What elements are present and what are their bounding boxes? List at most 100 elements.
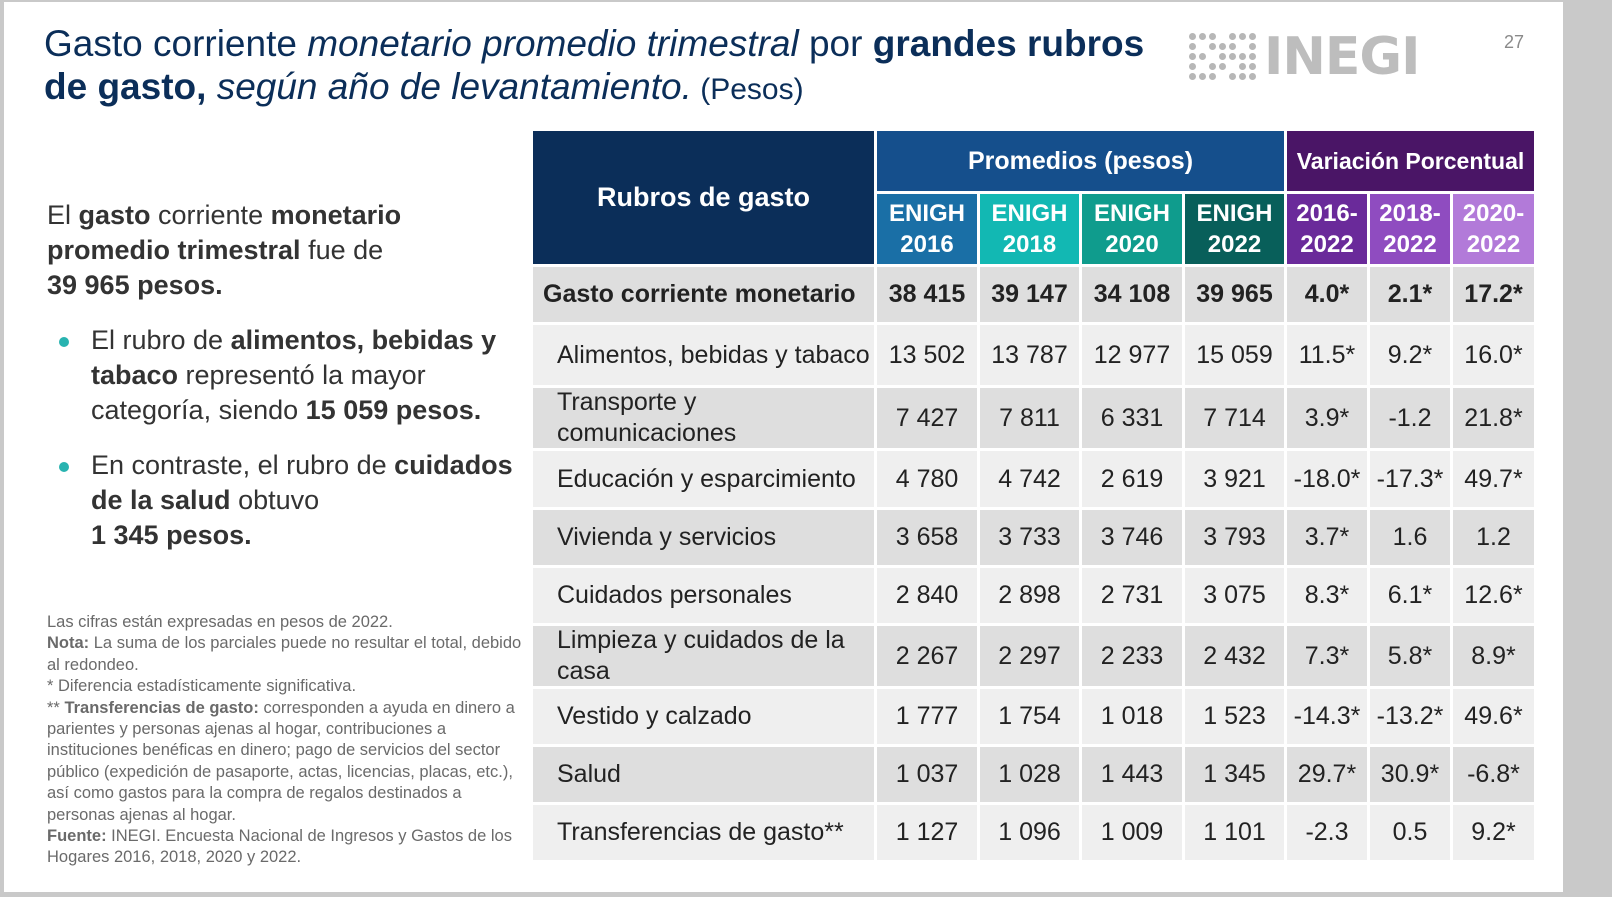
- table-cell: 12.6*: [1453, 568, 1534, 623]
- table-cell: 1 096: [980, 805, 1079, 860]
- table-cell: 34 108: [1082, 267, 1182, 322]
- bullet-text: 1 345 pesos.: [91, 520, 252, 550]
- subheader-line: ENIGH: [889, 198, 965, 229]
- table-cell: 1 345: [1185, 747, 1284, 802]
- table-cell: 15 059: [1185, 325, 1284, 385]
- inegi-logo: INEGI: [1189, 32, 1419, 82]
- table-cell: 1 009: [1082, 805, 1182, 860]
- note-line: * Diferencia estadísticamente significat…: [47, 676, 522, 697]
- table-cell: 3.7*: [1287, 510, 1367, 565]
- bullet-item: En contraste, el rubro de cuidados de la…: [47, 448, 527, 553]
- summary-part: corriente: [151, 200, 271, 230]
- note-label: Fuente:: [47, 827, 107, 845]
- table-cell: 4 742: [980, 451, 1079, 507]
- note-text: corresponden a ayuda en dinero a parient…: [47, 699, 515, 824]
- footnotes: Las cifras están expresadas en pesos de …: [47, 612, 522, 869]
- note-line: Nota: La suma de los parciales puede no …: [47, 633, 522, 676]
- table-cell: 30.9*: [1370, 747, 1450, 802]
- subheader-line: 2016-: [1296, 198, 1357, 229]
- subheader-line: 2020: [1094, 229, 1170, 260]
- table-row-label: Transporte y comunicaciones: [533, 388, 874, 448]
- subheader-line: 2022: [1296, 229, 1357, 260]
- table-row-label: Salud: [533, 747, 874, 802]
- subheader-line: ENIGH: [1094, 198, 1170, 229]
- header-variacion: Variación Porcentual: [1287, 131, 1534, 191]
- title-part-3: por: [799, 23, 873, 64]
- bullet-dot-icon: [59, 462, 69, 472]
- table-cell: 49.7*: [1453, 451, 1534, 507]
- table-cell: 1 018: [1082, 689, 1182, 744]
- subheader-line: 2022: [1463, 229, 1524, 260]
- table-cell: 8.9*: [1453, 626, 1534, 686]
- table-cell: 2 297: [980, 626, 1079, 686]
- table-cell: 39 965: [1185, 267, 1284, 322]
- subheader-line: 2022: [1196, 229, 1272, 260]
- table-cell: 7.3*: [1287, 626, 1367, 686]
- table-cell: -14.3*: [1287, 689, 1367, 744]
- note-label: Nota:: [47, 634, 89, 652]
- summary-part: El: [47, 200, 79, 230]
- subheader-line: 2020-: [1463, 198, 1524, 229]
- subheader-line: ENIGH: [1196, 198, 1272, 229]
- table-cell: -1.2: [1370, 388, 1450, 448]
- subheader-col-7: 2020- 2022: [1453, 194, 1534, 264]
- summary-text: El gasto corriente monetario promedio tr…: [47, 198, 517, 303]
- table-cell: 17.2*: [1453, 267, 1534, 322]
- table-cell: 2 898: [980, 568, 1079, 623]
- subheader-col-2: ENIGH 2018: [980, 194, 1079, 264]
- table-cell: 2 267: [877, 626, 977, 686]
- table-cell: 1 777: [877, 689, 977, 744]
- note-text: INEGI. Encuesta Nacional de Ingresos y G…: [47, 827, 512, 866]
- slide: Gasto corriente monetario promedio trime…: [4, 2, 1563, 892]
- subheader-line: 2018: [991, 229, 1067, 260]
- table-cell: 1 037: [877, 747, 977, 802]
- note-line: Fuente: INEGI. Encuesta Nacional de Ingr…: [47, 826, 522, 869]
- table-cell: 1 523: [1185, 689, 1284, 744]
- summary-part: gasto: [79, 200, 151, 230]
- table-cell: 8.3*: [1287, 568, 1367, 623]
- table-row-label: Alimentos, bebidas y tabaco: [533, 325, 874, 385]
- table-cell: 7 427: [877, 388, 977, 448]
- note-label: Transferencias de gasto:: [64, 699, 258, 717]
- subheader-col-4: ENIGH 2022: [1185, 194, 1284, 264]
- table-cell: 2 432: [1185, 626, 1284, 686]
- table-cell: 3 658: [877, 510, 977, 565]
- table-cell: 2 233: [1082, 626, 1182, 686]
- table-cell: 7 714: [1185, 388, 1284, 448]
- table-cell: 2.1*: [1370, 267, 1450, 322]
- note-line: ** Transferencias de gasto: corresponden…: [47, 698, 522, 826]
- table-cell: 38 415: [877, 267, 977, 322]
- logo-dots-icon: [1189, 33, 1258, 82]
- table-cell: 1 028: [980, 747, 1079, 802]
- header-promedios: Promedios (pesos): [877, 131, 1284, 191]
- table-cell: 2 840: [877, 568, 977, 623]
- note-line: Las cifras están expresadas en pesos de …: [47, 612, 522, 633]
- subheader-line: 2022: [1379, 229, 1440, 260]
- table-row-label: Limpieza y cuidados de la casa: [533, 626, 874, 686]
- table-cell: 12 977: [1082, 325, 1182, 385]
- table-cell: 1 101: [1185, 805, 1284, 860]
- table-cell: 16.0*: [1453, 325, 1534, 385]
- table-cell: 1 443: [1082, 747, 1182, 802]
- title-part-1: Gasto corriente: [44, 23, 307, 64]
- table-cell: 3 746: [1082, 510, 1182, 565]
- title-unit: (Pesos): [692, 73, 804, 106]
- table-cell: 7 811: [980, 388, 1079, 448]
- table-cell: 3 921: [1185, 451, 1284, 507]
- logo-text: INEGI: [1264, 27, 1419, 87]
- expense-table: Rubros de gasto Promedios (pesos) Variac…: [533, 131, 1534, 860]
- subheader-col-6: 2018- 2022: [1370, 194, 1450, 264]
- subheader-line: 2018-: [1379, 198, 1440, 229]
- table-grid: Rubros de gasto Promedios (pesos) Variac…: [533, 131, 1534, 860]
- table-cell: -6.8*: [1453, 747, 1534, 802]
- table-row-label: Cuidados personales: [533, 568, 874, 623]
- title-part-2: monetario promedio trimestral: [307, 23, 798, 64]
- table-cell: 1.6: [1370, 510, 1450, 565]
- table-cell: 6.1*: [1370, 568, 1450, 623]
- subheader-col-1: ENIGH 2016: [877, 194, 977, 264]
- table-cell: -13.2*: [1370, 689, 1450, 744]
- table-cell: 6 331: [1082, 388, 1182, 448]
- header-rubros: Rubros de gasto: [533, 131, 874, 264]
- table-cell: 5.8*: [1370, 626, 1450, 686]
- table-cell: 39 147: [980, 267, 1079, 322]
